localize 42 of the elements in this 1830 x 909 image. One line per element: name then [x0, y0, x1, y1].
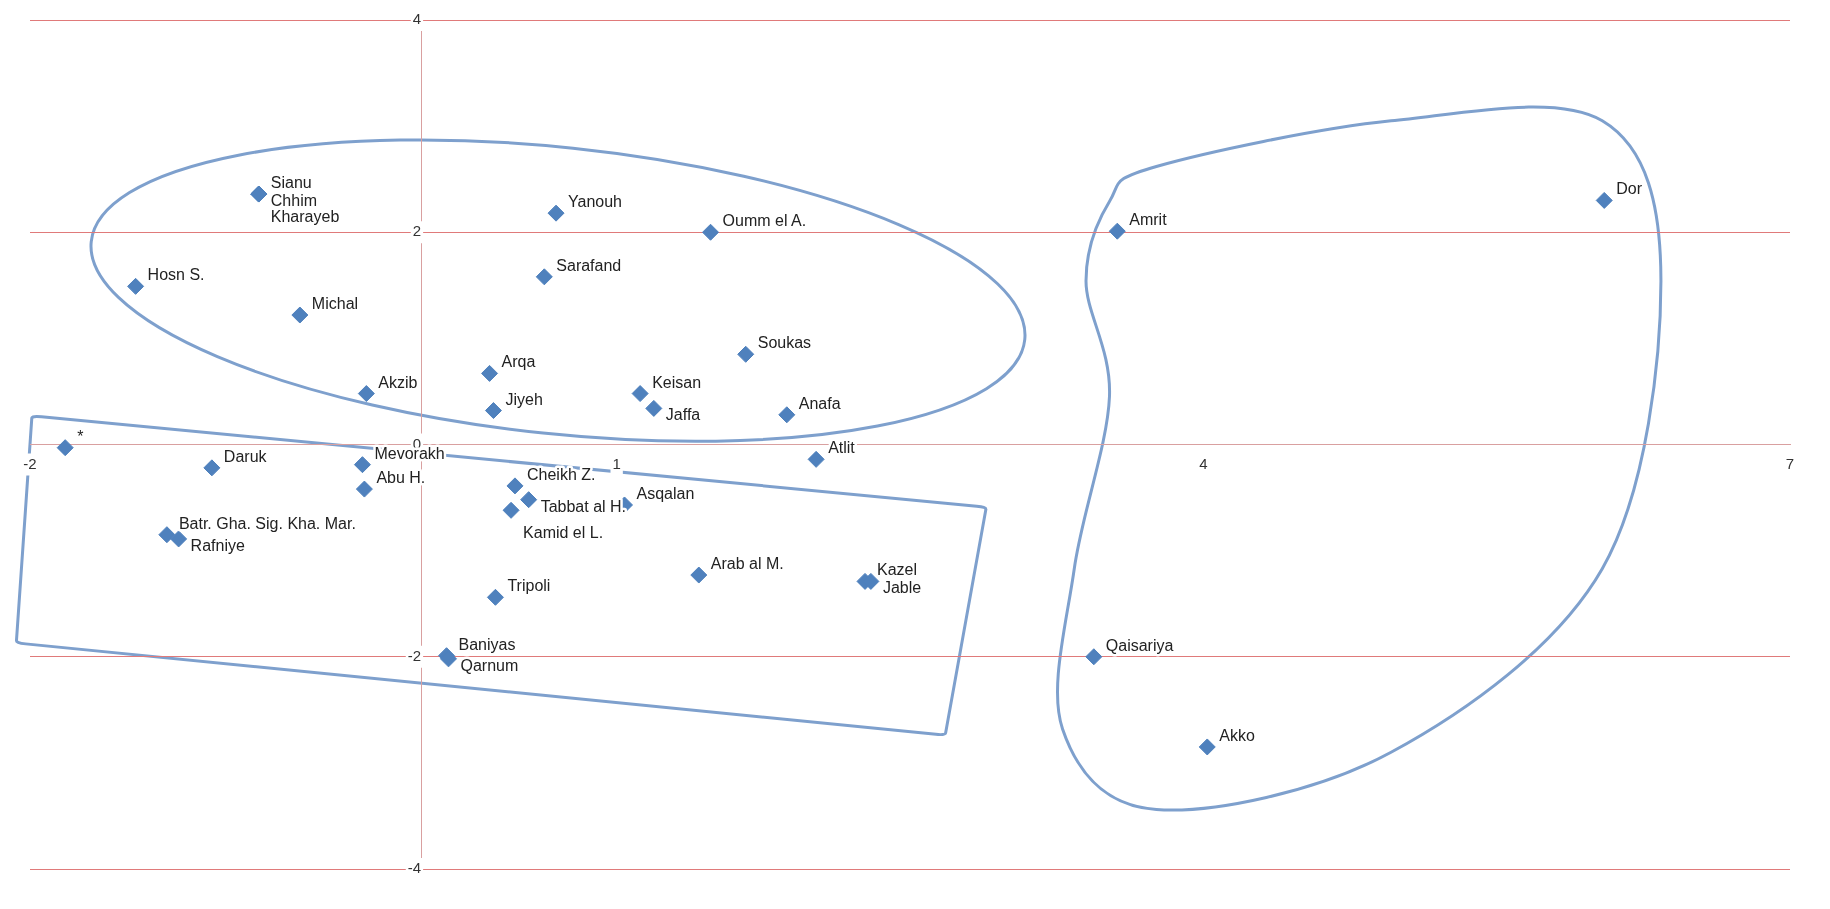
x-tick-label: 1 — [612, 454, 621, 472]
annotation: Yanouh — [568, 193, 623, 211]
annotation: Hosn S. — [147, 266, 205, 284]
annotation: Keisan — [652, 373, 702, 391]
annotation: Baniyas — [458, 635, 516, 653]
annotation: Oumm el A. — [722, 212, 807, 230]
annotation: Kharayeb — [270, 208, 340, 226]
annotation: Tripoli — [507, 577, 551, 595]
annotation: Qaisariya — [1105, 636, 1174, 654]
annotation: Akko — [1219, 726, 1255, 744]
annotation: Chhim — [270, 192, 318, 210]
annotation: Jable — [882, 579, 922, 597]
x-tick-label: 4 — [1199, 454, 1208, 472]
y-tick-label: -2 — [407, 646, 422, 664]
y-tick-label: 2 — [412, 222, 422, 240]
y-tick-label: 4 — [412, 10, 422, 28]
annotation: Atlit — [828, 439, 856, 457]
y-tick-label: -4 — [407, 859, 422, 877]
annotation: Sianu — [270, 174, 312, 192]
annotation: Anafa — [798, 394, 841, 412]
annotation: Arab al M. — [710, 555, 784, 573]
annotation: Dor — [1616, 180, 1643, 198]
annotation: Soukas — [757, 334, 812, 352]
annotation: Abu H. — [376, 469, 426, 487]
annotation: Qarnum — [460, 656, 519, 674]
annotation: Cheikh Z. — [526, 465, 596, 483]
annotation: Sarafand — [556, 256, 622, 274]
annotation: Daruk — [223, 447, 268, 465]
annotation: Batr. Gha. Sig. Kha. Mar. — [178, 514, 356, 532]
x-tick-label: -2 — [23, 454, 37, 472]
annotation: Jiyeh — [505, 390, 543, 408]
annotation: * — [77, 427, 84, 445]
annotation: Kamid el L. — [523, 524, 604, 542]
annotation: Arqa — [501, 353, 536, 371]
annotation: Amrit — [1129, 211, 1168, 229]
annotation: Asqalan — [636, 484, 695, 502]
annotation: Akzib — [378, 373, 418, 391]
x-tick-label: 7 — [1785, 454, 1795, 472]
annotation: Michal — [311, 295, 359, 313]
annotation: Kazel — [877, 561, 918, 579]
annotation: Jaffa — [665, 406, 701, 424]
annotation: Rafniye — [190, 536, 245, 554]
